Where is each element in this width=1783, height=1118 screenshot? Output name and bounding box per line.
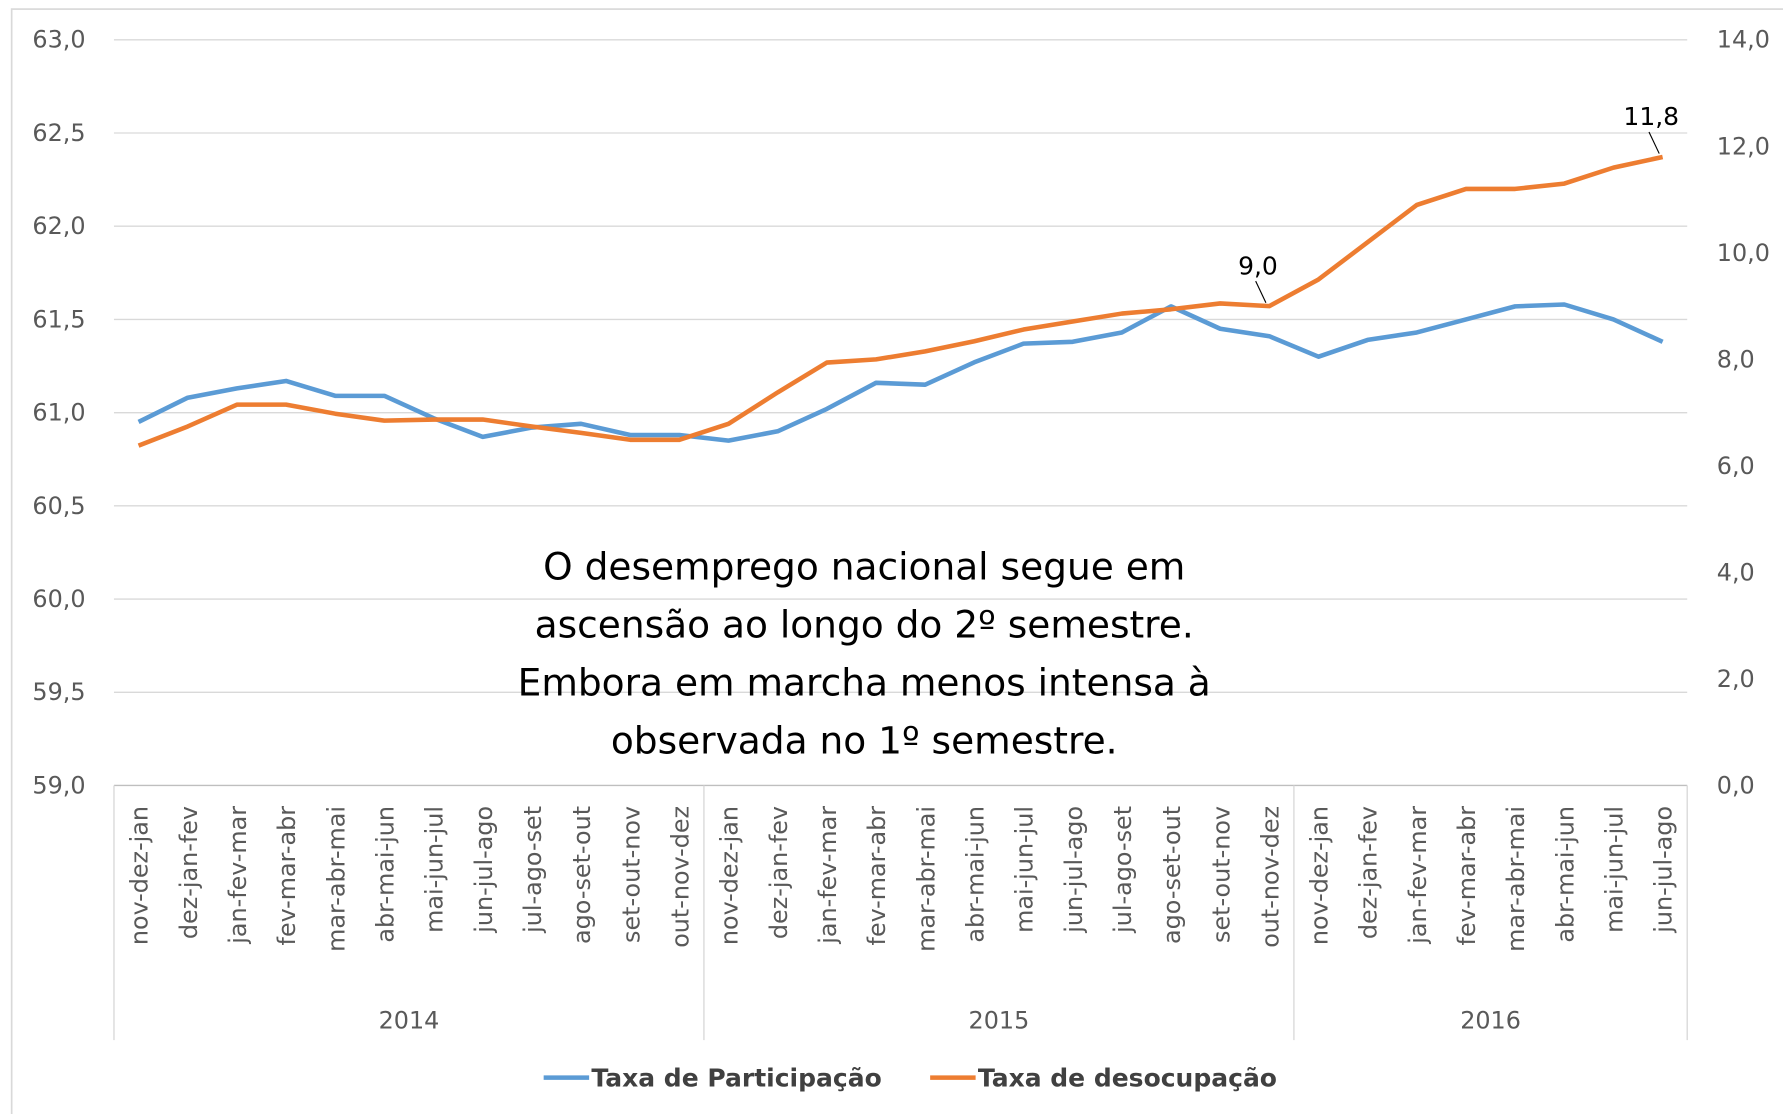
y-tick-label: 59,5	[32, 678, 85, 706]
x-tick-label: set-out-nov	[617, 806, 645, 943]
x-tick-label: out-nov-dez	[1256, 806, 1284, 948]
y2-tick-label: 8,0	[1717, 345, 1755, 373]
x-tick-label: mar-abr-mai	[1502, 806, 1530, 952]
y-tick-label: 62,0	[32, 212, 85, 240]
y2-tick-label: 4,0	[1717, 558, 1755, 586]
y2-tick-label: 12,0	[1717, 132, 1770, 160]
x-tick-label: fev-mar-abr	[1453, 806, 1481, 946]
x-tick-label: fev-mar-abr	[273, 806, 301, 946]
series-line	[137, 302, 1664, 443]
x-tick-label: dez-jan-fev	[175, 806, 203, 939]
x-tick-label: out-nov-dez	[666, 806, 694, 948]
x-tick-label: mar-abr-mai	[912, 806, 940, 952]
x-tick-label: ago-set-out	[1158, 806, 1186, 944]
annotation: ascensão ao longo do 2º semestre.	[535, 603, 1194, 647]
legend-label: Taxa de Participação	[591, 1064, 881, 1093]
x-tick-label: mai-jun-jul	[1011, 806, 1039, 933]
data-label: 11,8	[1623, 102, 1679, 131]
x-tick-label: jun-jul-ago	[1650, 806, 1678, 934]
annotation: Embora em marcha menos intensa à	[518, 661, 1211, 705]
x-tick-label: jul-ago-set	[1109, 806, 1137, 934]
x-tick-label: jan-fev-mar	[1404, 806, 1432, 945]
group-label: 2014	[379, 1007, 440, 1035]
x-tick-label: ago-set-out	[568, 806, 596, 944]
x-tick-label: nov-dez-jan	[716, 806, 744, 945]
x-tick-label: nov-dez-jan	[126, 806, 154, 945]
y-tick-label: 61,5	[32, 305, 85, 333]
group-label: 2016	[1460, 1007, 1521, 1035]
y2-tick-label: 6,0	[1717, 452, 1755, 480]
x-tick-label: dez-jan-fev	[1355, 806, 1383, 939]
y2-tick-label: 10,0	[1717, 239, 1770, 267]
x-tick-label: jul-ago-set	[519, 806, 547, 934]
annotation: observada no 1º semestre.	[611, 719, 1118, 763]
series-line	[137, 154, 1664, 448]
y-tick-label: 60,0	[32, 585, 85, 613]
y2-tick-label: 14,0	[1717, 26, 1770, 54]
group-label: 2015	[969, 1007, 1030, 1035]
x-tick-label: mai-jun-jul	[1601, 806, 1629, 933]
x-tick-label: jun-jul-ago	[1060, 806, 1088, 934]
x-tick-label: mai-jun-jul	[421, 806, 449, 933]
x-tick-label: jan-fev-mar	[814, 806, 842, 945]
x-tick-label: jun-jul-ago	[470, 806, 498, 934]
y2-tick-label: 2,0	[1717, 665, 1755, 693]
x-tick-label: abr-mai-jun	[371, 806, 399, 943]
data-label: 9,0	[1238, 251, 1278, 280]
chart-frame	[10, 8, 1783, 1118]
y-tick-label: 61,0	[32, 399, 85, 427]
y-tick-label: 63,0	[32, 26, 85, 54]
label-leader	[1255, 280, 1267, 303]
legend-label: Taxa de desocupação	[978, 1064, 1277, 1093]
annotation: O desemprego nacional segue em	[543, 545, 1185, 589]
x-tick-label: abr-mai-jun	[961, 806, 989, 943]
x-tick-label: fev-mar-abr	[863, 806, 891, 946]
y-tick-label: 60,5	[32, 492, 85, 520]
y-tick-label: 62,5	[32, 119, 85, 147]
label-leader	[1648, 131, 1660, 154]
y2-tick-label: 0,0	[1717, 771, 1755, 799]
x-tick-label: mar-abr-mai	[322, 806, 350, 952]
x-tick-label: jan-fev-mar	[224, 806, 252, 945]
x-tick-label: nov-dez-jan	[1306, 806, 1334, 945]
x-tick-label: dez-jan-fev	[765, 806, 793, 939]
x-tick-label: set-out-nov	[1207, 806, 1235, 943]
x-tick-label: abr-mai-jun	[1551, 806, 1579, 943]
y-tick-label: 59,0	[32, 771, 85, 799]
